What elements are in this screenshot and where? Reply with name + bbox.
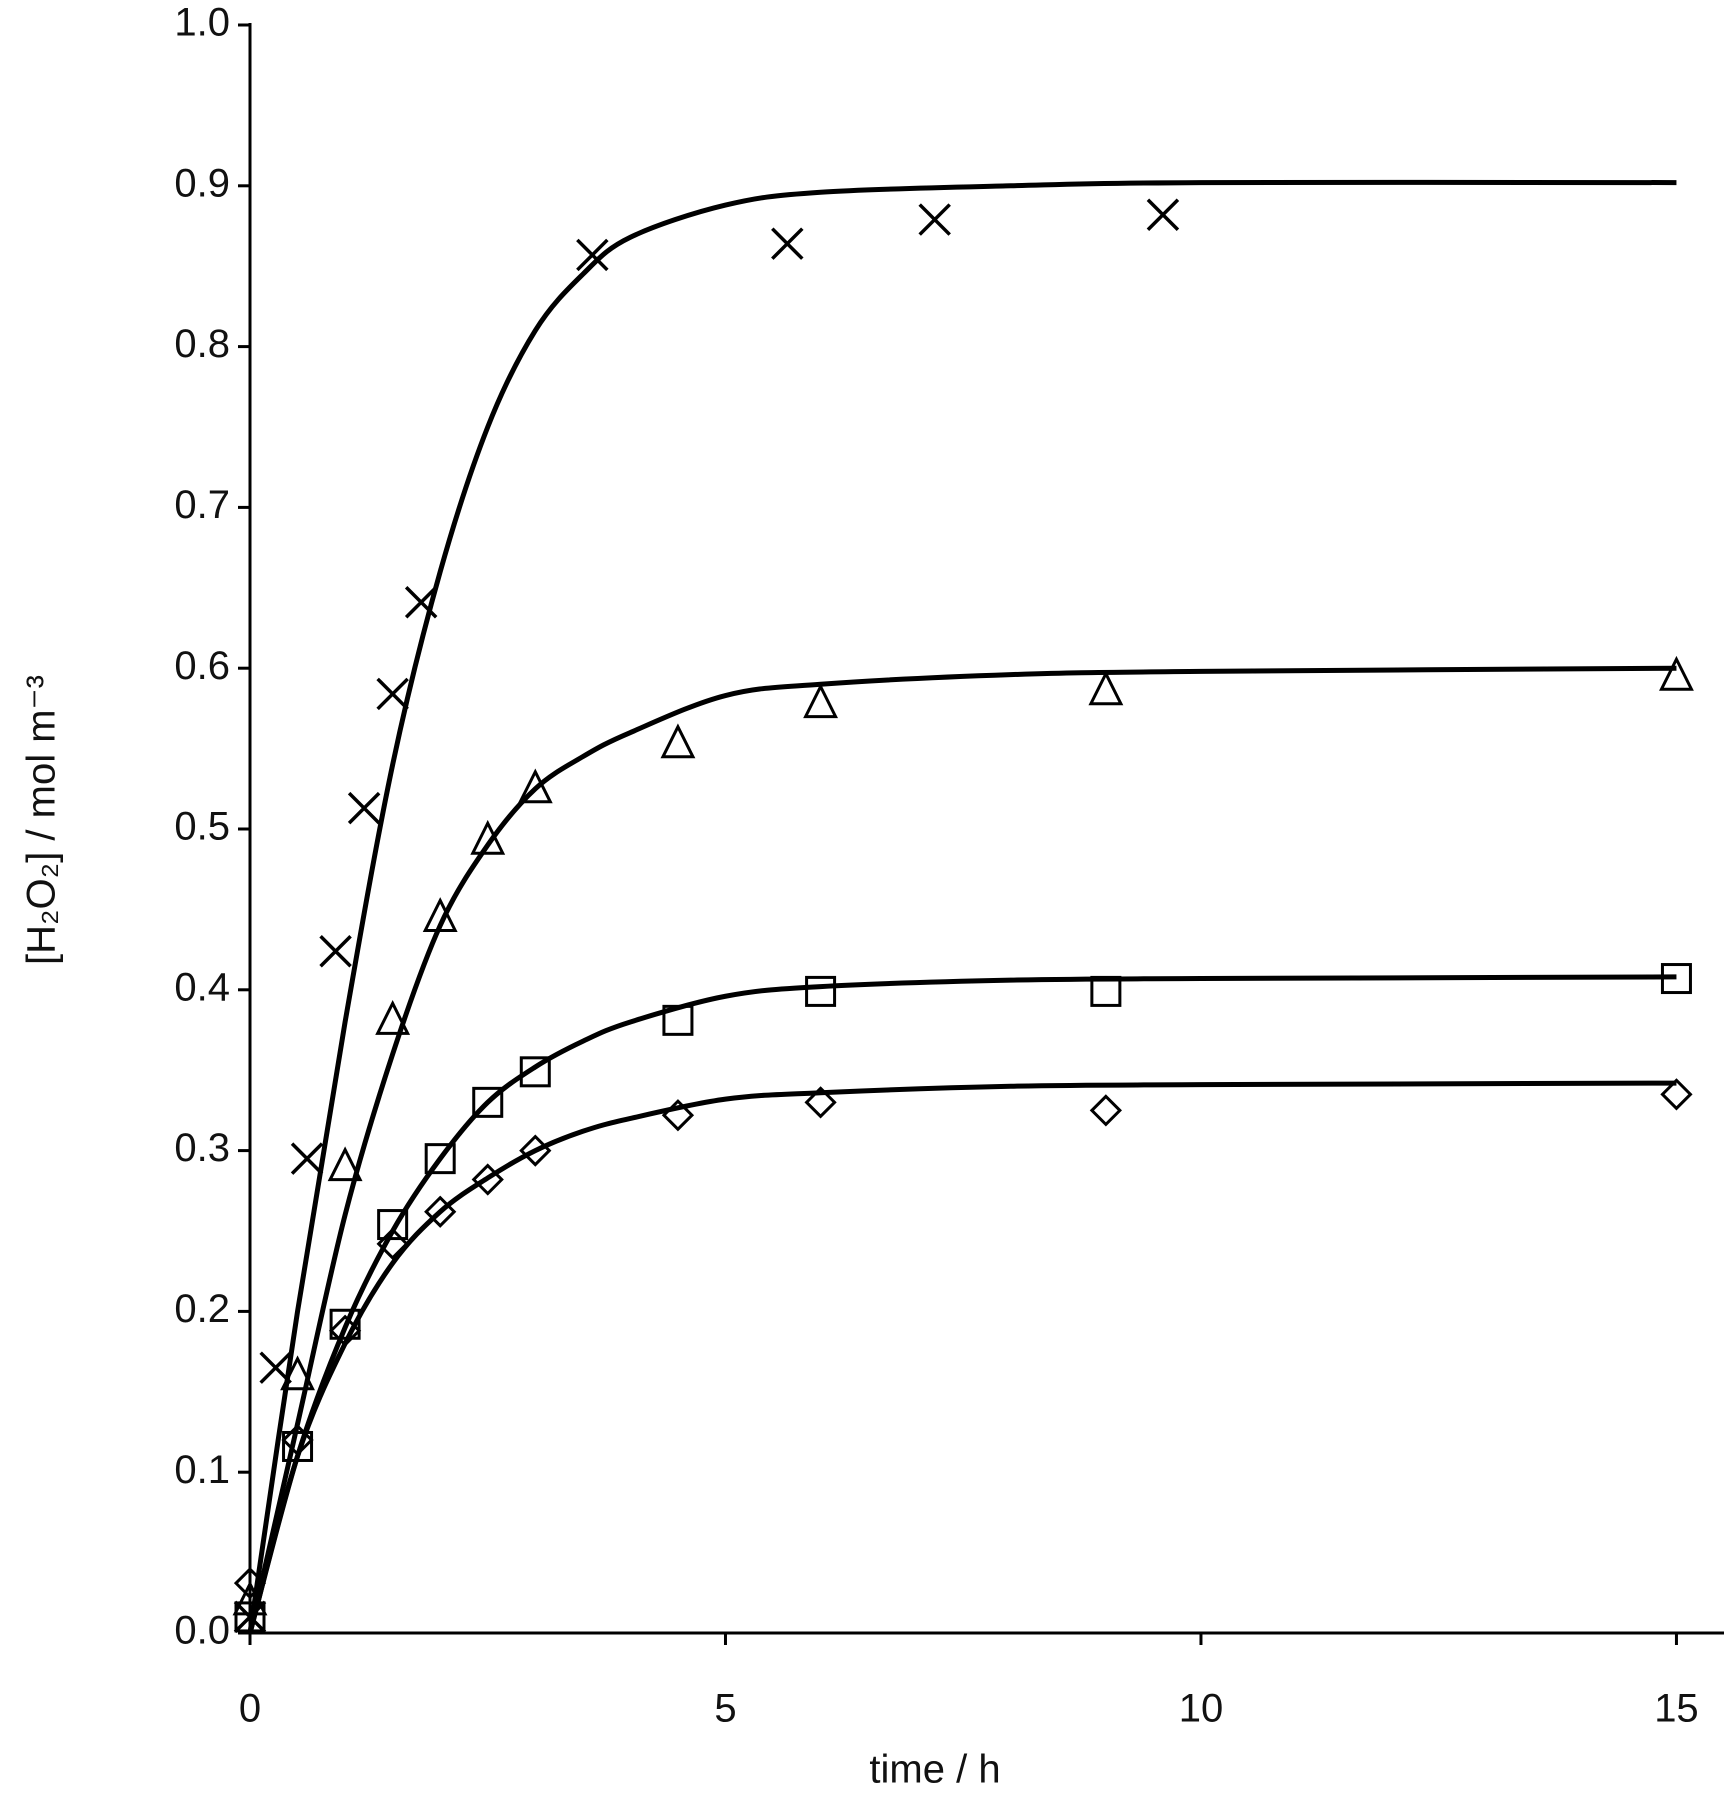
marker-square [805, 975, 837, 1007]
y-tick-label: 0.0 [174, 1609, 230, 1653]
marker-square [377, 1209, 409, 1241]
marker-square [472, 1086, 504, 1118]
fit-line [247, 1080, 1677, 1634]
x-tick-label: 10 [1179, 1687, 1224, 1731]
y-tick-label: 0.5 [174, 805, 230, 849]
marker-cross [404, 586, 438, 619]
marker-square [424, 1143, 456, 1175]
y-tick-label: 0.1 [174, 1448, 230, 1492]
fit-line [247, 179, 1677, 1634]
marker-triangle [1659, 655, 1694, 691]
marker-triangle [660, 723, 696, 759]
marker-triangle [470, 819, 506, 855]
marker-diamond [471, 1163, 504, 1196]
x-tick-label: 0 [239, 1687, 261, 1731]
marker-diamond [519, 1134, 552, 1167]
marker-triangle [1088, 670, 1124, 706]
marker-square [519, 1056, 551, 1088]
y-tick-label: 0.6 [174, 644, 230, 688]
marker-cross [259, 1351, 292, 1384]
x-tick-label: 5 [714, 1687, 736, 1731]
marker-triangle [517, 768, 553, 804]
marker-cross [376, 677, 409, 711]
y-tick-label: 1.0 [174, 1, 230, 45]
marker-triangle [280, 1355, 315, 1391]
y-tick-label: 0.3 [174, 1126, 230, 1170]
marker-triangle [375, 999, 411, 1035]
marker-diamond [661, 1099, 695, 1132]
marker-triangle [327, 1146, 363, 1182]
fit-line [247, 665, 1677, 1634]
y-tick-label: 0.7 [174, 483, 230, 527]
marker-diamond [328, 1314, 362, 1347]
marker-triangle [803, 683, 839, 719]
x-axis-label: time / h [869, 1748, 1000, 1792]
marker-cross [771, 227, 804, 260]
marker-square [1090, 975, 1122, 1007]
marker-diamond [1089, 1094, 1122, 1127]
marker-diamond [804, 1086, 837, 1119]
marker-square [662, 1004, 694, 1036]
y-tick-label: 0.8 [174, 322, 230, 366]
y-tick-label: 0.2 [174, 1287, 230, 1331]
marker-triangle [422, 897, 458, 932]
marker-cross [918, 203, 951, 236]
marker-cross [347, 791, 381, 825]
marker-diamond [376, 1227, 409, 1260]
marker-diamond [281, 1423, 314, 1457]
marker-square [1660, 963, 1692, 995]
marker-diamond [233, 1567, 267, 1600]
y-axis-label: [H₂O₂] / mol m⁻³ [20, 675, 64, 965]
marker-diamond [1660, 1078, 1693, 1111]
marker-cross [319, 934, 352, 968]
y-tick-label: 0.4 [174, 965, 230, 1009]
marker-cross [1146, 198, 1180, 231]
marker-diamond [424, 1195, 457, 1228]
marker-cross [576, 238, 609, 272]
fit-line [247, 974, 1677, 1634]
marker-cross [290, 1142, 324, 1175]
x-tick-label: 15 [1654, 1687, 1699, 1731]
y-tick-label: 0.9 [174, 161, 230, 205]
